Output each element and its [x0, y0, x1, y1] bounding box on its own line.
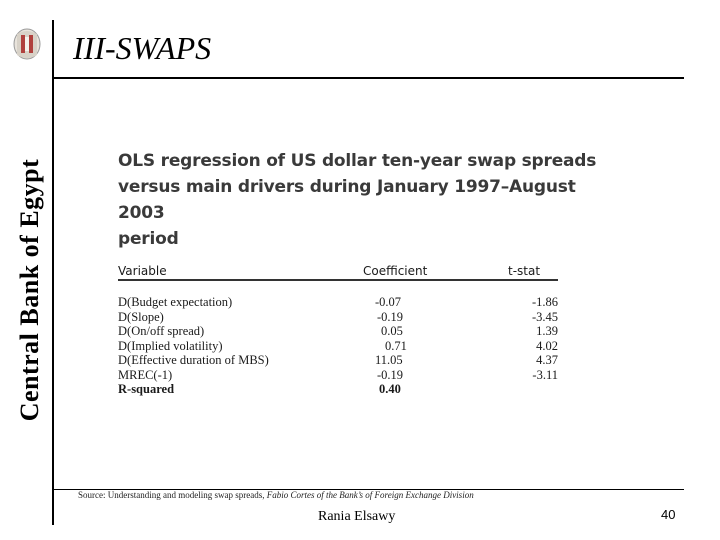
table-row: D(Budget expectation) -0.07 -1.86 — [118, 280, 558, 310]
coefficient-cell: 11.05 — [375, 353, 403, 367]
tstat-cell — [508, 382, 558, 397]
coefficient-cell: 0.71 — [385, 338, 407, 353]
source-note: Source: Understanding and modeling swap … — [78, 490, 474, 500]
column-header-tstat: t-stat — [508, 264, 558, 281]
tstat-cell: -3.11 — [532, 367, 558, 382]
source-italic: Fabio Cortes of the Bank’s of Foreign Ex… — [264, 490, 474, 500]
variable-cell: MREC(-1) — [118, 367, 173, 382]
coefficient-cell: -0.07 — [375, 295, 402, 309]
variable-cell: D(Effective duration of MBS) — [118, 353, 269, 367]
coefficient-cell: 0.40 — [379, 382, 401, 396]
figure-heading-line: versus main drivers during January 1997–… — [118, 177, 576, 223]
figure-heading: OLS regression of US dollar ten-year swa… — [118, 148, 618, 252]
tstat-cell: -1.86 — [531, 295, 558, 309]
figure-heading-line: OLS regression of US dollar ten-year swa… — [118, 151, 597, 171]
figure-heading-line: period — [118, 229, 179, 249]
central-bank-logo — [13, 28, 41, 60]
table-header-row: Variable Coefficient t-stat — [118, 264, 558, 281]
variable-cell: D(Budget expectation) — [118, 295, 233, 309]
source-prefix: Source: Understanding and modeling swap … — [78, 490, 265, 500]
coefficient-cell: -0.19 — [377, 309, 404, 324]
slide-title: III-SWAPS — [73, 30, 212, 66]
regression-table: Variable Coefficient t-stat D(Budget exp… — [118, 264, 558, 397]
sidebar-org-name: Central Bank of Egypt — [15, 158, 44, 422]
table-row: D(On/off spread) 0.05 1.39 — [118, 324, 558, 339]
column-header-variable: Variable — [118, 264, 363, 281]
variable-cell: R-squared — [118, 382, 175, 396]
table-row: D(Implied volatility) 0.71 4.02 — [118, 339, 558, 354]
author-name: Rania Elsawy — [318, 509, 396, 524]
table-row: D(Slope) -0.19 -3.45 — [118, 310, 558, 325]
coefficient-cell: -0.19 — [377, 367, 404, 382]
variable-cell: D(Implied volatility) — [118, 338, 223, 353]
tstat-cell: 1.39 — [536, 324, 558, 338]
table-row: D(Effective duration of MBS) 11.05 4.37 — [118, 353, 558, 368]
variable-cell: D(On/off spread) — [118, 324, 205, 338]
header-rule — [52, 77, 684, 79]
tstat-cell: -3.45 — [531, 309, 558, 324]
coefficient-cell: 0.05 — [381, 324, 403, 338]
page-number: 40 — [661, 507, 676, 522]
table-row: R-squared 0.40 — [118, 382, 558, 397]
variable-cell: D(Slope) — [118, 309, 164, 324]
tstat-cell: 4.02 — [536, 338, 558, 353]
tstat-cell: 4.37 — [536, 353, 558, 367]
footer-rule — [52, 489, 684, 490]
regression-figure: OLS regression of US dollar ten-year swa… — [118, 148, 618, 397]
table-row: MREC(-1) -0.19 -3.11 — [118, 368, 558, 383]
column-header-coefficient: Coefficient — [363, 264, 508, 281]
left-vertical-rule — [52, 20, 54, 525]
